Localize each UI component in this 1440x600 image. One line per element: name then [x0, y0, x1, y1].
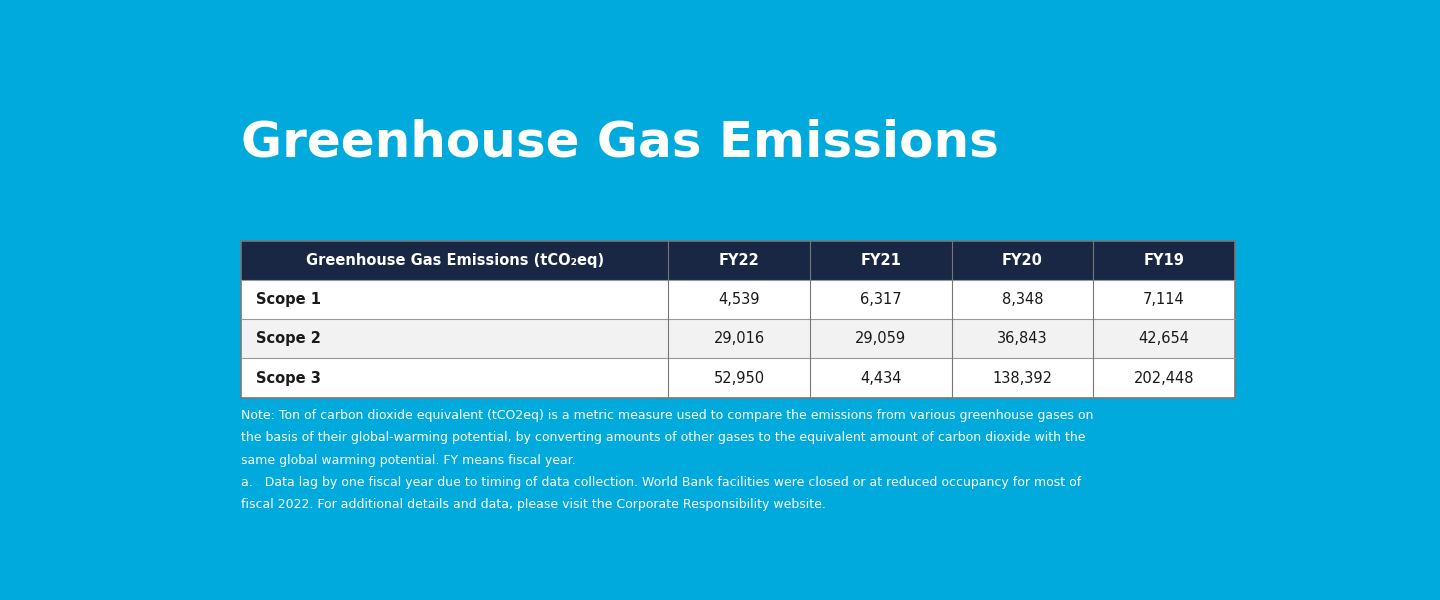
Text: Greenhouse Gas Emissions: Greenhouse Gas Emissions: [242, 118, 999, 166]
Text: Scope 3: Scope 3: [256, 371, 321, 386]
Text: 29,016: 29,016: [714, 331, 765, 346]
Text: FY20: FY20: [1002, 253, 1043, 268]
Text: 8,348: 8,348: [1002, 292, 1043, 307]
Text: a.   Data lag by one fiscal year due to timing of data collection. World Bank fa: a. Data lag by one fiscal year due to ti…: [242, 476, 1081, 489]
Text: 4,434: 4,434: [860, 371, 901, 386]
Text: the basis of their global-warming potential, by converting amounts of other gase: the basis of their global-warming potent…: [242, 431, 1086, 445]
Text: 42,654: 42,654: [1139, 331, 1189, 346]
Text: 4,539: 4,539: [719, 292, 760, 307]
Text: 36,843: 36,843: [996, 331, 1048, 346]
FancyBboxPatch shape: [242, 241, 1234, 280]
FancyBboxPatch shape: [242, 280, 1234, 319]
Text: FY22: FY22: [719, 253, 760, 268]
Text: 202,448: 202,448: [1133, 371, 1194, 386]
Text: Greenhouse Gas Emissions (tCO₂eq): Greenhouse Gas Emissions (tCO₂eq): [305, 253, 603, 268]
Text: FY21: FY21: [860, 253, 901, 268]
FancyBboxPatch shape: [242, 319, 1234, 358]
Text: 138,392: 138,392: [992, 371, 1053, 386]
Text: same global warming potential. FY means fiscal year.: same global warming potential. FY means …: [242, 454, 576, 467]
Text: fiscal 2022. For additional details and data, please visit the Corporate Respons: fiscal 2022. For additional details and …: [242, 498, 827, 511]
Text: 7,114: 7,114: [1143, 292, 1185, 307]
Text: Scope 1: Scope 1: [256, 292, 321, 307]
Text: 52,950: 52,950: [714, 371, 765, 386]
FancyBboxPatch shape: [242, 358, 1234, 398]
Text: Scope 2: Scope 2: [256, 331, 321, 346]
Text: Note: Ton of carbon dioxide equivalent (tCO2eq) is a metric measure used to comp: Note: Ton of carbon dioxide equivalent (…: [242, 409, 1094, 422]
Text: 6,317: 6,317: [860, 292, 901, 307]
Text: FY19: FY19: [1143, 253, 1184, 268]
Text: 29,059: 29,059: [855, 331, 906, 346]
